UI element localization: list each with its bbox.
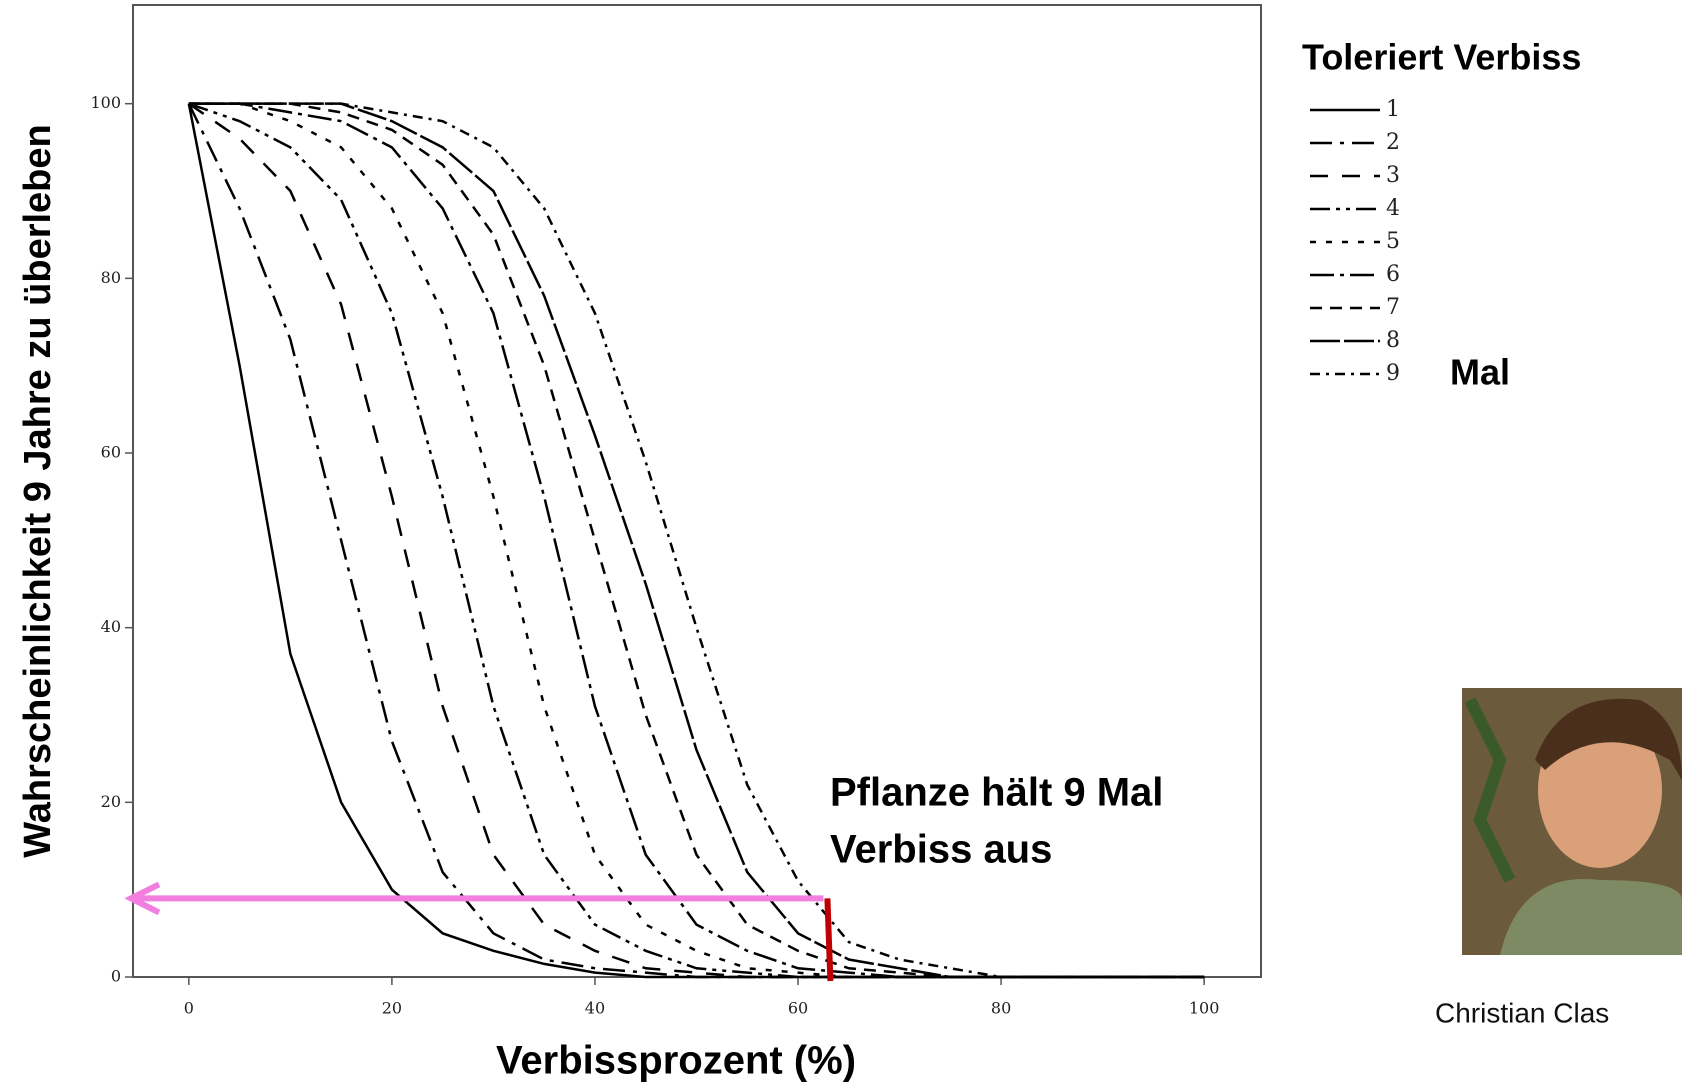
photo-shirt bbox=[1500, 878, 1682, 955]
legend-label: 9 bbox=[1386, 361, 1400, 386]
y-tick-label: 0 bbox=[111, 967, 121, 986]
photo-plant bbox=[1464, 697, 1516, 883]
x-axis-label: Verbissprozent (%) bbox=[496, 1039, 856, 1083]
legend-label: 4 bbox=[1386, 196, 1400, 221]
legend-suffix: Mal bbox=[1450, 352, 1510, 393]
series-line bbox=[188, 102, 1205, 979]
legend-label: 1 bbox=[1386, 97, 1400, 122]
y-tick-label: 40 bbox=[101, 617, 121, 636]
x-tick-label: 0 bbox=[184, 999, 194, 1018]
annotation: Pflanze hält 9 Mal bbox=[830, 771, 1163, 815]
y-tick-label: 20 bbox=[101, 792, 121, 811]
y-tick-label: 80 bbox=[101, 268, 121, 287]
legend-label: 8 bbox=[1386, 328, 1400, 353]
x-tick-label: 80 bbox=[991, 999, 1011, 1018]
plot-frame bbox=[132, 4, 1262, 978]
highlight-arrowhead bbox=[124, 881, 161, 916]
legend-label: 2 bbox=[1386, 130, 1400, 155]
legend-label: 6 bbox=[1386, 262, 1400, 287]
legend-label: 7 bbox=[1386, 295, 1400, 320]
legend-label: 3 bbox=[1386, 163, 1400, 188]
y-tick-label: 100 bbox=[90, 93, 121, 112]
y-tick-label: 60 bbox=[101, 443, 121, 462]
photo bbox=[1462, 688, 1682, 955]
photo-hair bbox=[1535, 698, 1682, 780]
annotation: Verbiss aus bbox=[830, 828, 1052, 872]
x-tick-label: 100 bbox=[1189, 999, 1220, 1018]
x-tick-label: 20 bbox=[382, 999, 402, 1018]
legend-title: Toleriert Verbiss bbox=[1302, 37, 1581, 78]
photo-caption: Christian Clas bbox=[1435, 997, 1609, 1028]
x-tick-label: 40 bbox=[585, 999, 605, 1018]
y-axis-label: Wahrscheinlichkeit 9 Jahre zu überleben bbox=[17, 124, 59, 858]
legend-label: 5 bbox=[1386, 229, 1400, 254]
x-tick-label: 60 bbox=[788, 999, 808, 1018]
highlight-drop bbox=[824, 898, 834, 982]
